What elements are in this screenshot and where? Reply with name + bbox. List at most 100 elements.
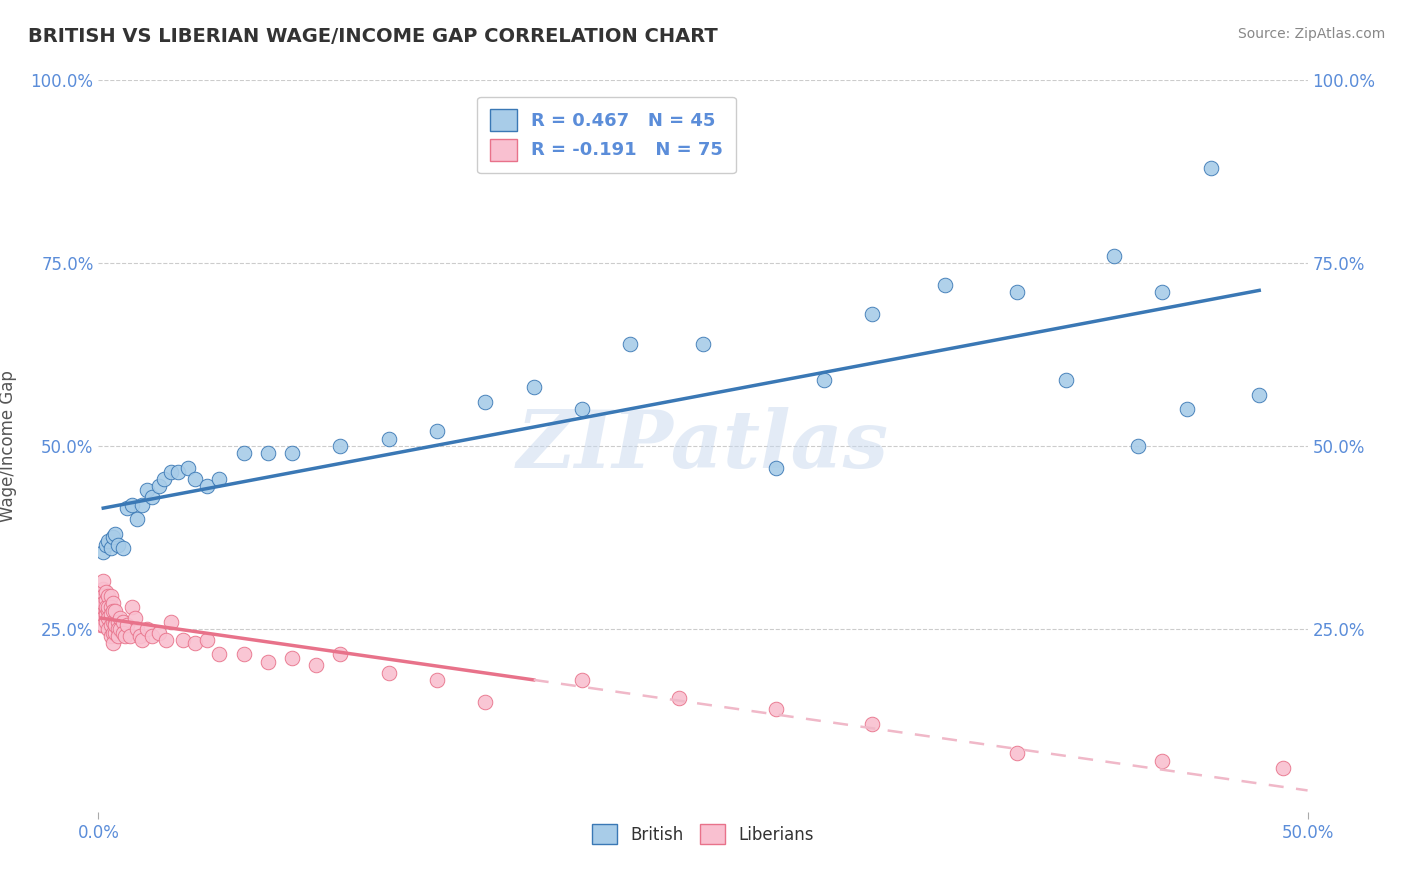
- Point: [1199, 161, 1222, 175]
- Point: [131, 632, 153, 647]
- Point: [117, 618, 139, 632]
- Point: [1128, 439, 1150, 453]
- Point: [135, 622, 157, 636]
- Point: [474, 395, 496, 409]
- Legend: British, Liberians: British, Liberians: [585, 817, 821, 851]
- Point: [177, 461, 200, 475]
- Point: [100, 541, 122, 556]
- Point: [208, 648, 231, 662]
- Point: [765, 461, 787, 475]
- Point: [1102, 249, 1125, 263]
- Point: [111, 615, 134, 629]
- Point: [184, 472, 207, 486]
- Point: [813, 373, 835, 387]
- Point: [100, 629, 122, 643]
- Point: [107, 622, 129, 636]
- Point: [934, 278, 956, 293]
- Point: [90, 585, 112, 599]
- Point: [101, 530, 124, 544]
- Point: [305, 658, 328, 673]
- Point: [377, 432, 399, 446]
- Point: [172, 632, 194, 647]
- Point: [256, 655, 278, 669]
- Point: [141, 490, 163, 504]
- Point: [1175, 402, 1198, 417]
- Point: [94, 607, 117, 622]
- Point: [108, 622, 131, 636]
- Point: [426, 673, 449, 687]
- Point: [571, 673, 593, 687]
- Point: [184, 636, 207, 650]
- Point: [91, 582, 114, 596]
- Point: [160, 615, 183, 629]
- Point: [860, 717, 883, 731]
- Point: [101, 603, 124, 617]
- Point: [91, 596, 114, 610]
- Point: [91, 618, 114, 632]
- Point: [104, 603, 127, 617]
- Point: [195, 632, 218, 647]
- Point: [474, 695, 496, 709]
- Point: [232, 648, 254, 662]
- Point: [104, 618, 127, 632]
- Point: [90, 618, 112, 632]
- Point: [90, 607, 112, 622]
- Text: BRITISH VS LIBERIAN WAGE/INCOME GAP CORRELATION CHART: BRITISH VS LIBERIAN WAGE/INCOME GAP CORR…: [28, 27, 718, 45]
- Point: [107, 629, 129, 643]
- Point: [426, 425, 449, 439]
- Point: [124, 611, 146, 625]
- Point: [148, 479, 170, 493]
- Point: [91, 603, 114, 617]
- Point: [100, 618, 122, 632]
- Point: [94, 603, 117, 617]
- Text: ZIPatlas: ZIPatlas: [517, 408, 889, 484]
- Point: [167, 465, 190, 479]
- Point: [135, 483, 157, 497]
- Point: [1152, 285, 1174, 300]
- Point: [128, 629, 150, 643]
- Point: [281, 651, 304, 665]
- Point: [1152, 754, 1174, 768]
- Point: [1007, 746, 1029, 760]
- Point: [97, 589, 120, 603]
- Point: [97, 611, 120, 625]
- Point: [91, 545, 114, 559]
- Point: [94, 599, 117, 614]
- Point: [94, 585, 117, 599]
- Point: [94, 538, 117, 552]
- Point: [101, 636, 124, 650]
- Point: [152, 472, 174, 486]
- Point: [256, 446, 278, 460]
- Point: [118, 629, 141, 643]
- Point: [100, 599, 122, 614]
- Point: [104, 615, 127, 629]
- Point: [1007, 285, 1029, 300]
- Point: [281, 446, 304, 460]
- Point: [107, 538, 129, 552]
- Point: [765, 702, 787, 716]
- Point: [155, 632, 177, 647]
- Point: [117, 501, 139, 516]
- Point: [668, 691, 690, 706]
- Point: [101, 596, 124, 610]
- Point: [692, 336, 714, 351]
- Point: [1054, 373, 1077, 387]
- Point: [131, 498, 153, 512]
- Point: [571, 402, 593, 417]
- Point: [101, 625, 124, 640]
- Point: [101, 615, 124, 629]
- Point: [104, 625, 127, 640]
- Point: [90, 596, 112, 610]
- Point: [377, 665, 399, 680]
- Point: [91, 589, 114, 603]
- Point: [104, 526, 127, 541]
- Point: [619, 336, 641, 351]
- Point: [148, 625, 170, 640]
- Point: [111, 625, 134, 640]
- Point: [523, 380, 546, 394]
- Point: [1249, 388, 1271, 402]
- Point: [97, 622, 120, 636]
- Point: [97, 603, 120, 617]
- Point: [127, 622, 149, 636]
- Point: [329, 648, 352, 662]
